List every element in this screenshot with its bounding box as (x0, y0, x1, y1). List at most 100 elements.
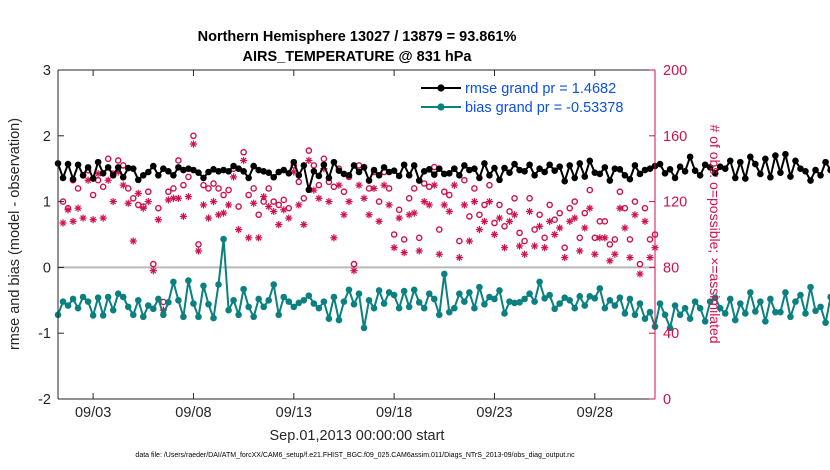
possible-obs-marker (646, 236, 654, 243)
assimilated-obs-stroke (596, 234, 603, 241)
rmse-point (405, 171, 413, 179)
assimilated-obs-marker (525, 207, 534, 216)
bias-point (471, 304, 478, 312)
assimilated-obs-stroke (95, 170, 102, 177)
rmse-point (170, 171, 177, 179)
possible-obs-marker (255, 211, 262, 219)
rmse-point (210, 166, 217, 173)
bias-point (686, 315, 694, 323)
assimilated-obs-stroke (616, 205, 623, 212)
possible-obs-marker (185, 173, 192, 181)
possible-obs-marker (340, 188, 348, 196)
rmse-point (420, 168, 428, 175)
assimilated-obs-marker (174, 194, 183, 202)
x-tick-label: 09/08 (175, 405, 211, 421)
rmse-point (375, 171, 383, 179)
assimilated-obs-marker (265, 202, 273, 211)
possible-obs-marker (195, 241, 202, 248)
rmse-point (129, 165, 137, 172)
rmse-point (802, 168, 809, 175)
possible-obs-marker (456, 237, 463, 245)
assimilated-obs-stroke (536, 223, 543, 230)
assimilated-obs-marker (566, 217, 574, 225)
assimilated-obs-marker (89, 216, 97, 224)
rmse-point (581, 173, 589, 180)
possible-obs-marker (295, 178, 303, 186)
assimilated-obs-stroke (245, 234, 252, 241)
assimilated-obs-stroke (275, 221, 282, 228)
rmse-point (315, 172, 323, 180)
rmse-point (295, 171, 303, 179)
rmse-point (626, 175, 634, 183)
possible-obs-marker (526, 195, 533, 202)
bias-point (762, 318, 769, 325)
assimilated-obs-stroke (60, 220, 66, 226)
possible-obs-marker (486, 181, 493, 189)
bias-point (621, 310, 629, 317)
assimilated-obs-marker (546, 217, 554, 225)
rmse-point (571, 174, 579, 182)
y2-tick-label: 0 (663, 392, 671, 408)
assimilated-obs-stroke (611, 251, 618, 258)
rmse-point (355, 168, 363, 176)
bias-point (641, 315, 649, 323)
rmse-point (792, 157, 799, 165)
possible-obs-marker (320, 155, 328, 163)
assimilated-obs-marker (621, 224, 629, 232)
assimilated-obs-stroke (361, 195, 367, 202)
bias-line (57, 238, 830, 329)
assimilated-obs-marker (536, 222, 544, 230)
assimilated-obs-stroke (75, 205, 82, 212)
possible-obs-marker (99, 183, 107, 191)
assimilated-obs-marker (480, 217, 489, 225)
rmse-point (79, 171, 87, 179)
assimilated-obs-marker (300, 221, 308, 229)
assimilated-obs-stroke (220, 210, 227, 217)
rmse-point (134, 176, 142, 184)
assimilated-obs-marker (470, 198, 478, 206)
bias-point (300, 297, 308, 304)
assimilated-obs-stroke (100, 215, 107, 221)
assimilated-obs-stroke (200, 201, 207, 208)
assimilated-obs-marker (74, 204, 82, 212)
possible-obs-marker (400, 236, 408, 243)
bias-point (170, 278, 177, 286)
rmse-point (370, 166, 378, 174)
assimilated-obs-marker (109, 198, 117, 206)
rmse-point (696, 171, 704, 179)
assimilated-obs-stroke (461, 201, 468, 208)
assimilated-obs-stroke (356, 182, 362, 189)
rmse-point (205, 168, 212, 176)
assimilated-obs-marker (581, 224, 589, 232)
assimilated-obs-marker (440, 201, 448, 209)
bias-point (240, 285, 247, 293)
plot-area (58, 70, 655, 399)
assimilated-obs-marker (475, 225, 484, 234)
bias-point (526, 290, 533, 298)
possible-obs-marker (636, 260, 644, 268)
bias-point (646, 308, 654, 316)
assimilated-obs-marker (275, 221, 283, 229)
assimilated-obs-marker (280, 206, 288, 214)
assimilated-obs-marker (240, 156, 248, 165)
possible-obs-marker (546, 201, 553, 209)
assimilated-obs-stroke (416, 248, 423, 254)
rmse-point (325, 174, 333, 182)
rmse-point (681, 168, 689, 175)
assimilated-obs-stroke (621, 224, 628, 231)
rmse-point (486, 171, 493, 179)
rmse-point (220, 166, 227, 174)
assimilated-obs-stroke (90, 216, 97, 223)
rmse-point (661, 170, 669, 177)
assimilated-obs-marker (305, 156, 313, 165)
possible-obs-marker (606, 241, 614, 248)
possible-obs-marker (556, 209, 563, 217)
bias-point (481, 300, 488, 308)
bias-point (185, 277, 192, 284)
bias-point (420, 304, 428, 312)
assimilated-obs-stroke (637, 271, 643, 277)
rmse-point (686, 153, 694, 161)
assimilated-obs-stroke (421, 198, 428, 205)
bias-point (797, 291, 804, 299)
possible-obs-marker (501, 222, 508, 230)
